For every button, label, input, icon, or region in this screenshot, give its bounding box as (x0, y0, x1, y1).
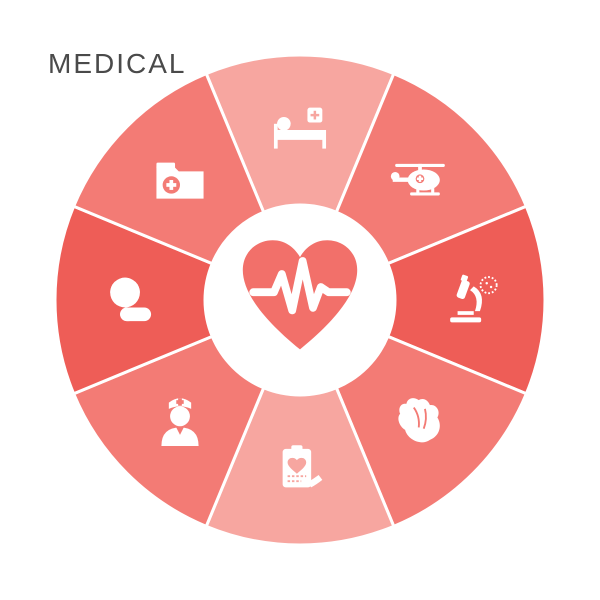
heart-organ-icon (385, 385, 455, 455)
heartbeat-icon (235, 235, 365, 365)
folder-icon (145, 145, 215, 215)
helicopter-icon (385, 145, 455, 215)
center-circle (205, 205, 395, 395)
hospital-bed-icon (265, 95, 335, 165)
microscope-icon (435, 265, 505, 335)
radial-chart (55, 55, 545, 545)
clipboard-icon (265, 435, 335, 505)
nurse-icon (145, 385, 215, 455)
pills-icon (95, 265, 165, 335)
